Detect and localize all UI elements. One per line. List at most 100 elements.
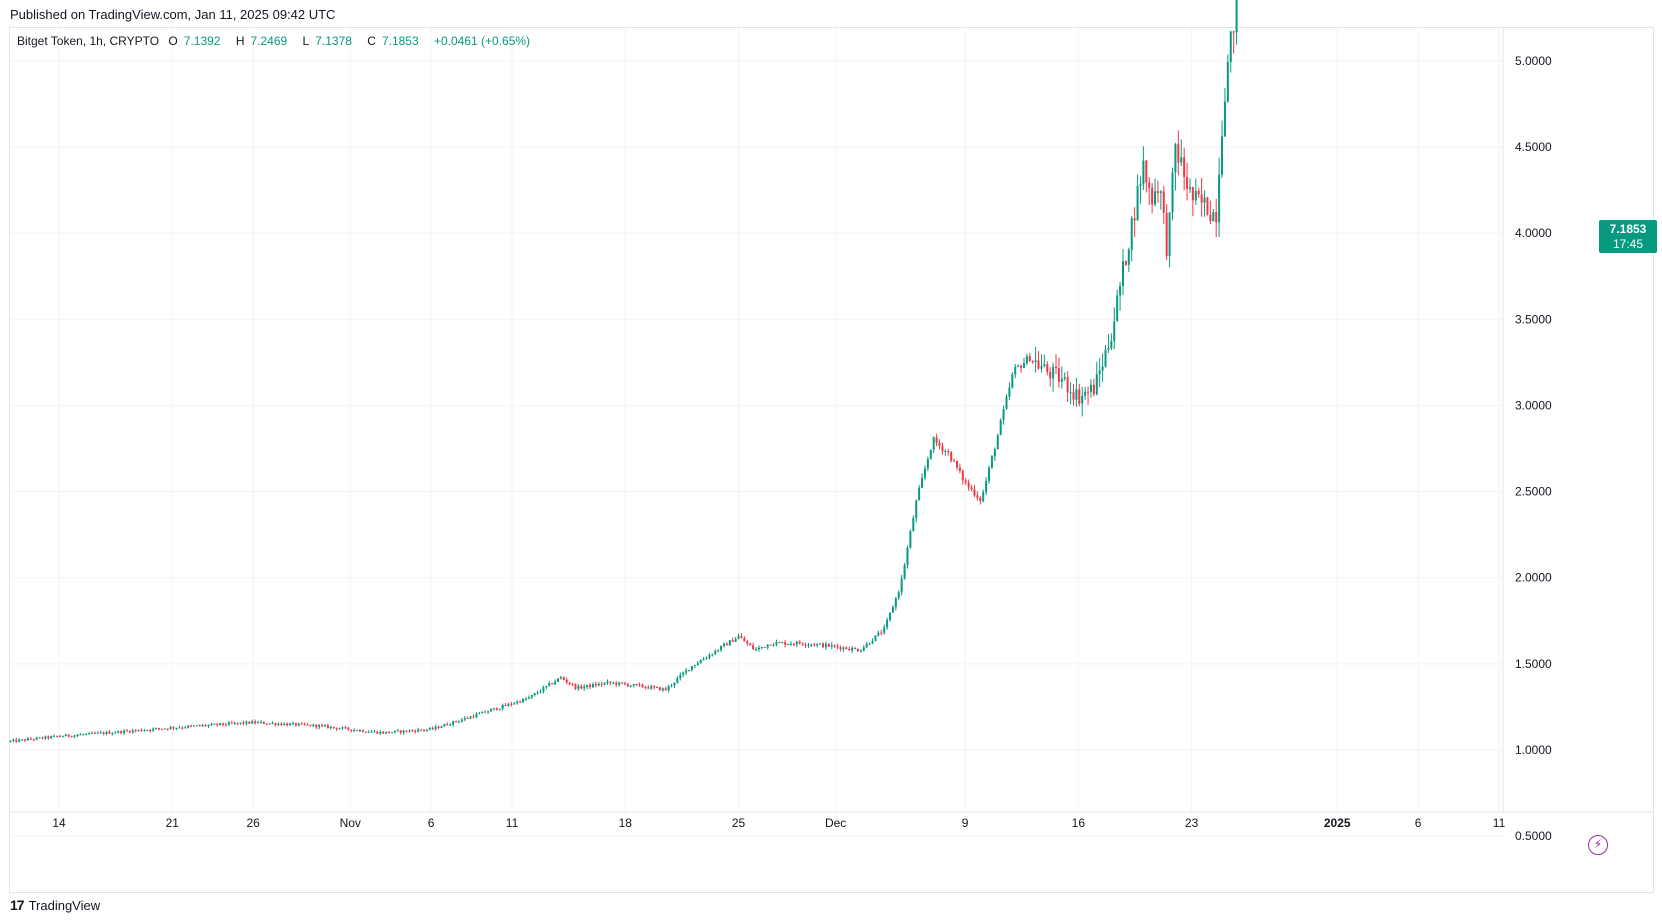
candle-body <box>667 686 670 691</box>
time-axis[interactable]: 14 21 26 Nov 6 11 18 25 Dec 9 16 23 2025 6 11 <box>10 811 1654 830</box>
candle-body <box>996 435 999 450</box>
time-tick-label: 9 <box>962 816 969 830</box>
candle-body <box>175 727 178 729</box>
candle-body <box>524 698 527 700</box>
candle-body <box>277 723 280 725</box>
candle-body <box>1133 218 1136 221</box>
candle-body <box>367 731 370 733</box>
candle-body <box>1154 191 1157 205</box>
time-tick-label: 18 <box>619 816 633 830</box>
bar-countdown: 17:45 <box>1612 237 1644 251</box>
price-tick-label: 2.0000 <box>1515 571 1552 585</box>
candle-body <box>953 460 956 462</box>
candle-body <box>227 722 230 725</box>
candle-body <box>973 489 976 496</box>
time-tick-label: 11 <box>1493 816 1506 830</box>
candle-body <box>810 644 813 646</box>
close-value: 7.1853 <box>381 34 419 48</box>
published-caption: Published on TradingView.com, Jan 11, 20… <box>10 7 336 22</box>
candle-body <box>559 677 562 679</box>
price-tick-label: 0.5000 <box>1515 829 1552 843</box>
candle-body <box>702 659 705 661</box>
candle-body <box>233 722 236 724</box>
candle-body <box>457 721 460 723</box>
lightning-bolt-icon[interactable]: ⚡ <box>1588 835 1608 855</box>
candle-body <box>187 725 190 728</box>
candle-body <box>1174 144 1177 173</box>
candle-body <box>123 730 126 734</box>
candle-body <box>484 711 487 713</box>
candle-body <box>481 711 484 714</box>
candle-body <box>236 722 239 724</box>
candle-body <box>548 683 551 686</box>
symbol-legend: Bitget Token, 1h, CRYPTO O 7.1392 H 7.2469… <box>17 34 536 48</box>
candle-body <box>612 682 615 684</box>
candle-body <box>172 727 175 729</box>
candle-body <box>210 723 213 726</box>
time-tick-label: 2025 <box>1324 816 1351 830</box>
candle-body <box>259 721 262 723</box>
candle-body <box>440 726 443 729</box>
candle-body <box>527 697 530 699</box>
chart-frame[interactable] <box>9 27 1654 893</box>
candle-body <box>169 727 172 730</box>
candle-body <box>918 487 921 501</box>
candle-body <box>661 688 664 691</box>
time-tick-label: Dec <box>825 816 846 830</box>
candle-body <box>693 665 696 667</box>
candle-body <box>554 681 557 685</box>
candle-body <box>656 687 659 689</box>
candle-body <box>536 692 539 694</box>
candle-body <box>1188 187 1191 189</box>
candle-body <box>685 670 688 673</box>
candle-body <box>321 725 324 727</box>
candle-body <box>420 729 423 731</box>
candle-body <box>294 723 297 726</box>
candle-body <box>21 739 24 741</box>
candle-body <box>565 679 568 683</box>
candle-body <box>423 730 426 732</box>
candle-body <box>795 641 798 645</box>
candle-body <box>91 732 94 734</box>
candle-body <box>1037 360 1040 369</box>
candle-body <box>382 731 385 734</box>
candle-body <box>912 518 915 532</box>
candle-body <box>128 730 131 733</box>
symbol-name[interactable]: Bitget Token, 1h, CRYPTO <box>17 34 160 48</box>
candle-body <box>478 713 481 715</box>
candle-body <box>880 632 883 634</box>
candle-body <box>883 627 886 633</box>
candle-body <box>492 708 495 710</box>
candle-body <box>551 683 554 685</box>
candle-body <box>414 730 417 732</box>
candle-body <box>216 723 219 726</box>
candle-body <box>137 729 140 731</box>
candle-body <box>353 729 356 731</box>
candle-body <box>251 721 254 724</box>
candle-body <box>813 644 816 646</box>
candle-body <box>271 723 274 725</box>
candle-body <box>1084 391 1087 396</box>
candle-body <box>932 437 935 450</box>
candle-body <box>929 449 932 459</box>
footer-brand[interactable]: 17 TradingView <box>10 897 100 913</box>
candle-body <box>120 731 123 734</box>
candle-body <box>475 713 478 718</box>
candle-body <box>1136 186 1139 221</box>
candle-body <box>539 691 542 693</box>
candle-body <box>690 666 693 670</box>
candle-body <box>61 736 64 738</box>
candle-body <box>854 647 857 649</box>
close-label: C <box>367 34 376 48</box>
candle-body <box>358 730 361 732</box>
candle-body <box>53 735 56 737</box>
candle-body <box>411 730 414 732</box>
candle-body <box>396 730 399 732</box>
candle-body <box>1022 363 1025 368</box>
candle-body <box>254 721 257 724</box>
candle-body <box>157 728 160 730</box>
candle-body <box>379 731 382 734</box>
candle-body <box>650 686 653 689</box>
price-axis[interactable]: 9.00008.50008.00007.50007.00006.50006.00… <box>1502 0 1552 843</box>
